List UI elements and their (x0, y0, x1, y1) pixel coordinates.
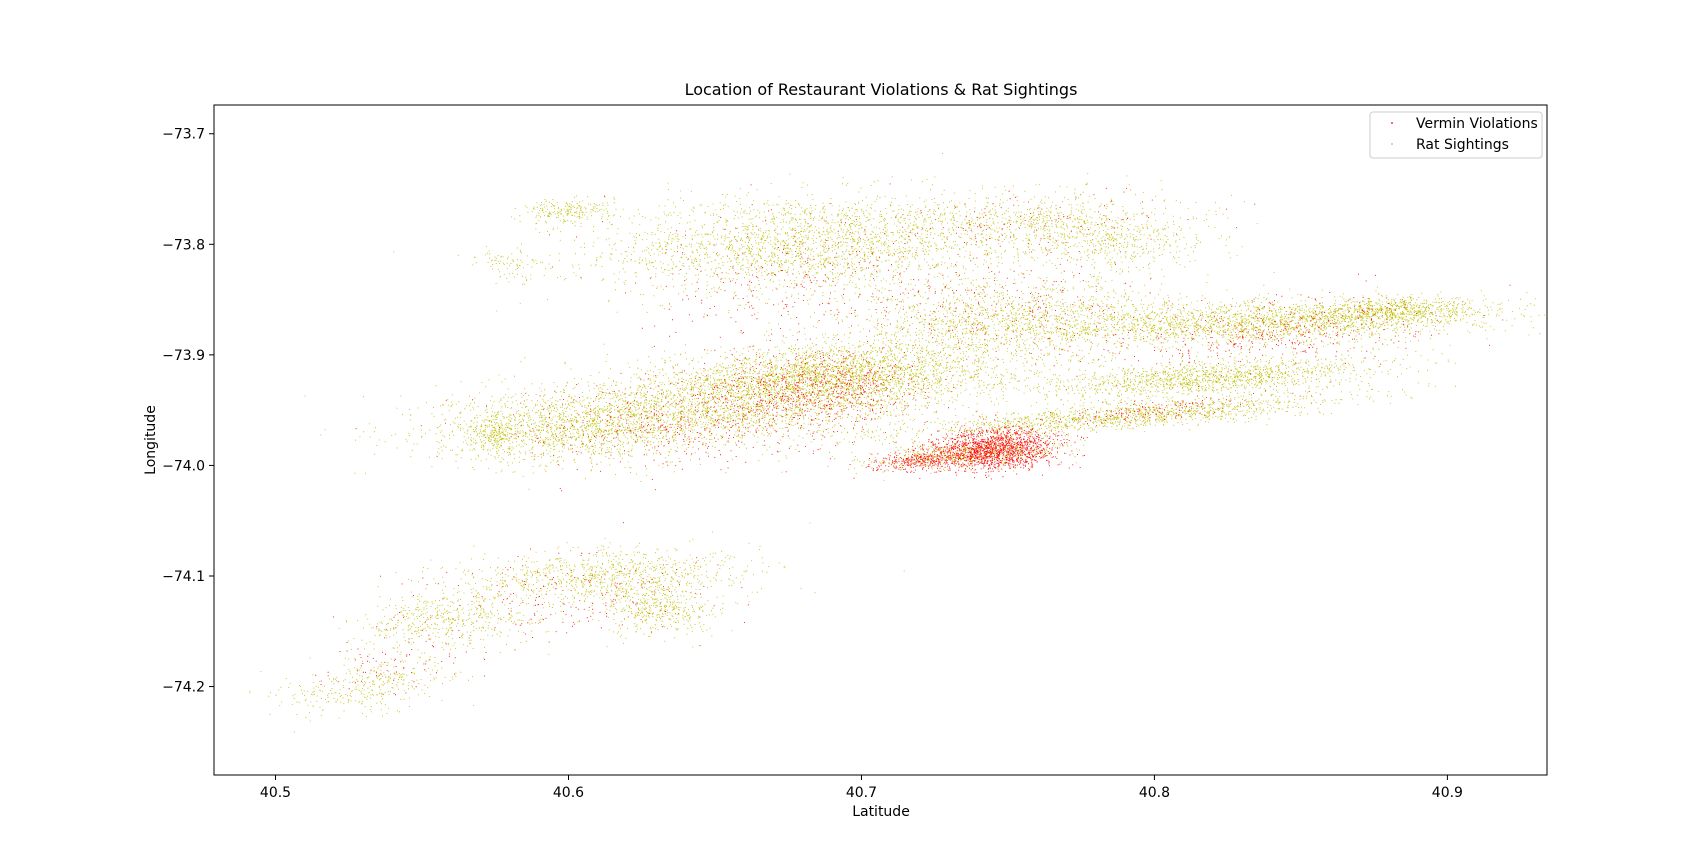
x-tick-label: 40.7 (846, 785, 877, 801)
legend-label-vermin: Vermin Violations (1416, 116, 1538, 132)
y-tick-label: −74.0 (162, 458, 205, 474)
y-axis-label: Longitude (143, 405, 159, 475)
y-tick-label: −73.8 (162, 237, 205, 253)
legend-label-rats: Rat Sightings (1416, 137, 1509, 153)
x-tick-label: 40.6 (553, 785, 584, 801)
x-tick-label: 40.8 (1139, 785, 1170, 801)
y-tick-label: −74.1 (162, 569, 205, 585)
legend-box (1369, 111, 1543, 159)
legend: Vermin Violations Rat Sightings (1369, 111, 1543, 159)
y-tick-label: −74.2 (162, 680, 205, 696)
plot-area-frame (213, 104, 1548, 776)
y-axis: −73.7 −73.8 −73.9 −74.0 −74.1 −74.2 (162, 127, 214, 696)
y-tick-label: −73.7 (162, 127, 205, 143)
x-axis: 40.5 40.6 40.7 40.8 40.9 (260, 775, 1463, 801)
chart-title: Location of Restaurant Violations & Rat … (685, 80, 1078, 99)
legend-marker-rats (1391, 143, 1393, 145)
x-tick-label: 40.5 (260, 785, 291, 801)
x-axis-label: Latitude (852, 804, 910, 820)
y-tick-label: −73.9 (162, 348, 205, 364)
x-tick-label: 40.9 (1432, 785, 1463, 801)
legend-marker-vermin (1391, 122, 1393, 124)
